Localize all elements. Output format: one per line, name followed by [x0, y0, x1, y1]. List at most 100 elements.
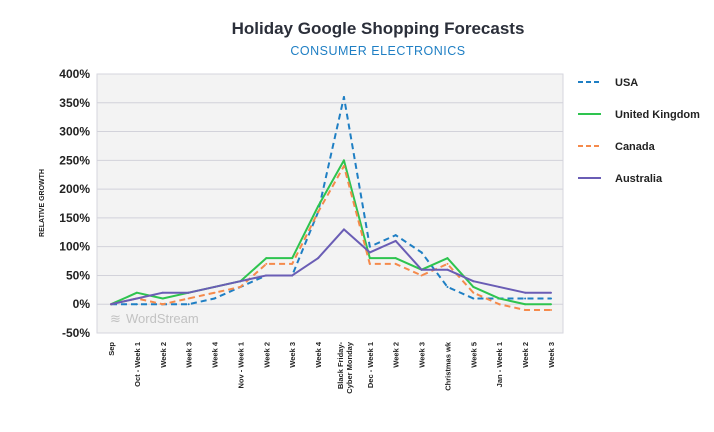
- x-tick-label: Week 2: [392, 342, 401, 368]
- data-point: [420, 268, 423, 271]
- y-tick-label: 300%: [59, 125, 90, 139]
- data-point: [135, 291, 138, 294]
- x-tick-label: Week 2: [262, 342, 271, 368]
- data-point: [472, 291, 475, 294]
- data-point: [291, 274, 294, 277]
- data-point: [446, 285, 449, 288]
- data-point: [213, 285, 216, 288]
- data-point: [368, 262, 371, 265]
- data-point: [161, 291, 164, 294]
- data-point: [187, 303, 190, 306]
- y-tick-label: 0%: [73, 297, 91, 311]
- y-tick-label: 150%: [59, 211, 90, 225]
- data-point: [394, 234, 397, 237]
- y-tick-label: 250%: [59, 153, 90, 167]
- y-tick-label: 400%: [59, 67, 90, 81]
- data-point: [524, 291, 527, 294]
- data-point: [420, 251, 423, 254]
- data-point: [265, 257, 268, 260]
- data-point: [161, 303, 164, 306]
- data-point: [239, 280, 242, 283]
- y-tick-label: 100%: [59, 240, 90, 254]
- x-tick-label: Week 3: [418, 342, 427, 368]
- y-tick-label: 200%: [59, 182, 90, 196]
- data-point: [368, 245, 371, 248]
- x-tick-label: Week 4: [211, 341, 220, 368]
- y-tick-label: -50%: [62, 326, 90, 340]
- data-point: [368, 257, 371, 260]
- series-line-usa: [111, 96, 551, 306]
- data-point: [498, 297, 501, 300]
- data-point: [368, 251, 371, 254]
- x-tick-label: Week 2: [521, 342, 530, 368]
- x-tick-label: Sep: [107, 342, 116, 356]
- data-point: [291, 262, 294, 265]
- data-point: [187, 297, 190, 300]
- data-point: [342, 96, 345, 99]
- wordstream-wave-icon: ≋: [110, 311, 121, 326]
- x-tick-label: Jan - Week 1: [495, 342, 504, 387]
- data-point: [498, 303, 501, 306]
- watermark-text: WordStream: [126, 311, 199, 326]
- x-tick-label: Dec - Week 1: [366, 342, 375, 388]
- data-point: [446, 257, 449, 260]
- data-point: [161, 297, 164, 300]
- data-point: [135, 303, 138, 306]
- data-point: [317, 257, 320, 260]
- data-point: [110, 303, 112, 306]
- plot-area: [96, 73, 564, 334]
- data-point: [524, 308, 527, 311]
- x-tick-label: Christmas wk: [443, 341, 452, 391]
- x-tick-label: Week 3: [547, 342, 556, 368]
- x-tick-label: Oct - Week 1: [133, 342, 142, 387]
- data-point: [213, 291, 216, 294]
- data-point: [265, 262, 268, 265]
- data-point: [550, 303, 552, 306]
- x-tick-label: Week 2: [159, 342, 168, 368]
- data-point: [394, 257, 397, 260]
- data-point: [394, 262, 397, 265]
- data-point: [265, 274, 268, 277]
- series-line-canada: [110, 165, 551, 311]
- data-point: [524, 303, 527, 306]
- x-tick-label: Week 3: [288, 342, 297, 368]
- legend-label: Canada: [615, 141, 656, 153]
- y-axis-label: RELATIVE GROWTH: [39, 169, 46, 237]
- x-tick-label: Nov - Week 1: [236, 342, 245, 389]
- data-point: [291, 257, 294, 260]
- x-tick-label: Black Friday-Cyber Monday: [336, 341, 354, 394]
- data-point: [472, 280, 475, 283]
- legend-label: United Kingdom: [615, 109, 700, 121]
- chart-title: Holiday Google Shopping Forecasts: [232, 19, 525, 38]
- y-tick-label: 50%: [66, 268, 90, 282]
- data-point: [524, 297, 527, 300]
- data-point: [342, 159, 345, 162]
- data-point: [550, 308, 552, 311]
- data-point: [550, 297, 552, 300]
- data-point: [317, 211, 320, 214]
- chart-subtitle: CONSUMER ELECTRONICS: [290, 44, 465, 58]
- data-point: [446, 262, 449, 265]
- data-point: [550, 291, 552, 294]
- data-point: [213, 297, 216, 300]
- legend-label: USA: [615, 77, 638, 89]
- data-point: [135, 297, 138, 300]
- data-point: [342, 228, 345, 231]
- data-point: [317, 205, 320, 208]
- data-point: [239, 285, 242, 288]
- data-point: [472, 297, 475, 300]
- series-line-australia: [110, 228, 551, 306]
- data-point: [420, 274, 423, 277]
- watermark: ≋ WordStream: [110, 311, 199, 326]
- data-point: [446, 268, 449, 271]
- data-point: [498, 285, 501, 288]
- x-tick-label: Week 4: [314, 341, 323, 368]
- data-point: [394, 239, 397, 242]
- legend-label: Australia: [615, 173, 663, 185]
- x-tick-label: Week 5: [469, 342, 478, 368]
- data-point: [472, 285, 475, 288]
- data-point: [342, 165, 345, 168]
- x-tick-label: Week 3: [185, 342, 194, 368]
